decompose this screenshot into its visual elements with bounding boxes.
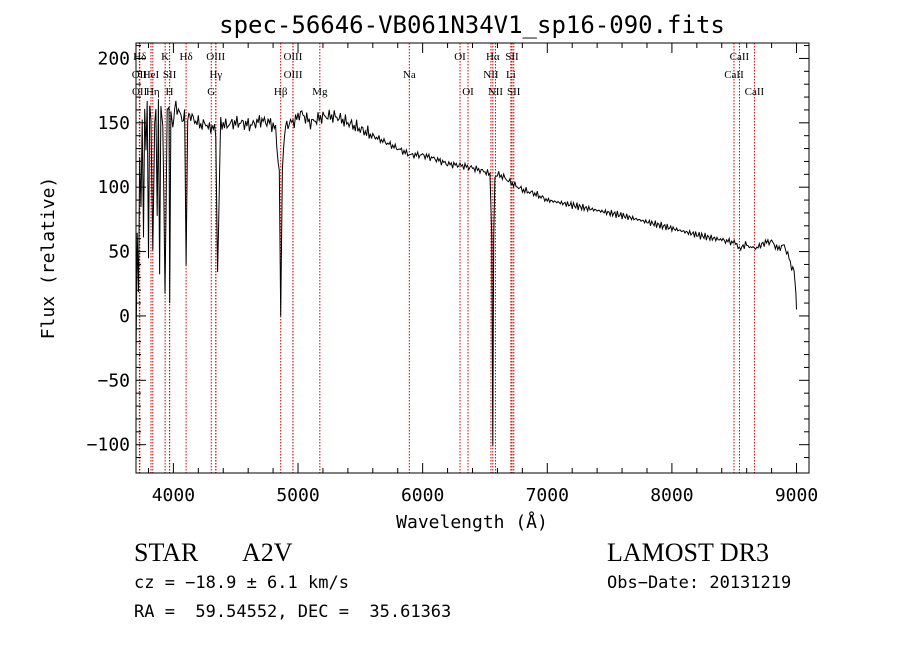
object-subclass: A2V [242,538,293,567]
x-tick-label: 8000 [650,485,693,506]
y-tick-label: 100 [97,177,130,198]
y-tick-label: −100 [87,435,130,456]
line-label-19: Hα [486,51,500,63]
line-label-7: H [166,86,174,98]
x-tick-label: 5000 [276,485,319,506]
line-label-14: Hβ [274,86,288,98]
x-tick-label: 4000 [152,485,195,506]
line-label-24: SII [507,86,521,98]
line-label-26: CaII [724,69,744,81]
object-class: STAR [134,538,199,567]
y-tick-label: −50 [97,370,130,391]
line-label-6: SII [163,69,177,81]
x-axis-label: Wavelength (Å) [396,511,548,533]
line-label-9: OIII [206,51,225,63]
x-tick-label: 7000 [526,485,569,506]
line-label-10: Hγ [209,69,222,81]
line-label-22: SII [505,51,519,63]
line-label-15: Mg [312,86,328,98]
line-label-5: K [161,51,169,63]
line-label-12: OIII [283,51,302,63]
line-label-8: Hδ [180,51,193,63]
line-label-21: NII [488,86,504,98]
coordinates: RA = 59.54552, DEC = 35.61363 [134,602,452,622]
survey-name: LAMOST DR3 [607,538,770,567]
observation-date: Obs−Date: 20131219 [607,573,792,593]
emission-line-markers [138,43,755,473]
line-label-11: G [207,86,215,98]
line-label-16: Na [403,69,416,81]
x-tick-label: 9000 [775,485,818,506]
redshift-velocity: cz = −18.9 ± 6.1 km/s [134,573,349,593]
line-label-27: CaII [745,86,765,98]
line-label-0: Hδ [133,51,146,63]
line-label-3: HeI [143,69,160,81]
x-axis: 4000 5000 6000 7000 8000 9000 [147,43,818,506]
line-label-17: OI [454,51,466,63]
y-tick-label: 150 [97,113,130,134]
y-tick-label: 50 [108,242,130,263]
x-tick-label: 6000 [401,485,444,506]
y-axis: −100 −50 0 50 100 150 200 [87,45,809,459]
y-tick-label: 0 [119,306,130,327]
line-label-13: OIII [284,69,303,81]
line-label-25: CaII [730,51,750,63]
plot-frame [135,42,810,474]
line-label-4: Hη [146,86,160,98]
line-label-20: NII [483,69,499,81]
line-label-18: OI [462,86,474,98]
line-label-23: Li [506,69,516,81]
spectrum-line [135,99,797,446]
y-tick-label: 200 [97,48,130,69]
chart-title: spec-56646-VB061N34V1_sp16-090.fits [219,11,725,39]
y-axis-label: Flux (relative) [38,177,59,340]
